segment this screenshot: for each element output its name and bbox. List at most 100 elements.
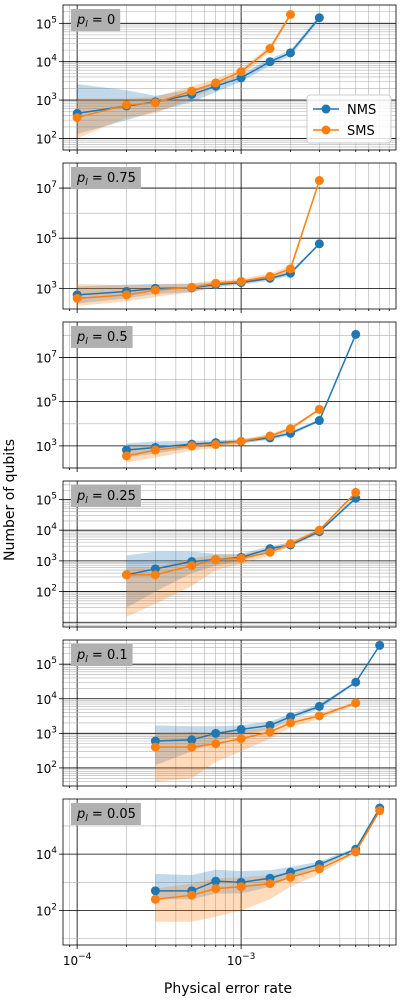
data-point-nms [265,57,275,67]
y-tick-label: 105 [36,656,57,672]
annotation-box [71,326,133,348]
annotation-box [71,167,141,189]
annotation-text: pl = 0.5 [76,330,128,347]
y-tick-label: 103 [36,92,57,108]
data-point-sms [150,285,160,295]
data-point-nms [351,677,361,687]
data-point-sms [211,278,221,288]
data-point-nms [314,239,324,249]
data-point-sms [211,440,221,450]
legend: NMS SMS [306,94,392,144]
data-point-sms [211,884,221,894]
y-tick-label: 105 [36,230,57,246]
legend-label: NMS [347,103,376,118]
confidence-band-nms [126,333,356,458]
plot-series [121,329,361,463]
confidence-band-nms [126,497,356,608]
panel-annotation: pl = 0.75 [71,167,141,189]
data-point-sms [150,445,160,455]
legend-label: SMS [347,124,375,139]
confidence-band-nms [77,242,320,304]
data-point-nms [375,640,385,650]
chart-panel: 102 104 10−4 10−3 pl = 0.05 [36,798,397,968]
data-point-sms [314,176,324,186]
data-point-sms [236,276,246,286]
data-point-sms [187,742,197,752]
axes-frame [62,480,397,628]
annotation-text: pl = 0.05 [76,807,136,824]
grid [63,481,396,627]
data-point-nms [187,735,197,745]
axes-frame [62,639,397,787]
data-point-sms [72,293,82,303]
panel-annotation: pl = 0.25 [71,485,141,507]
annotation-text: pl = 0.25 [76,489,136,506]
data-point-nms [236,73,246,83]
data-point-sms [211,78,221,88]
chart-panel: 103 105 107 pl = 0.75 [36,162,397,313]
plot-series [72,9,324,139]
data-point-sms [236,553,246,563]
data-point-sms [351,698,361,708]
data-point-sms [351,847,361,857]
data-point-sms [285,9,295,19]
data-point-sms [211,739,221,749]
y-tick-label: 105 [36,15,57,31]
data-point-sms [121,100,131,110]
chart-panel: 102 103 104 105 pl = 0 [36,4,397,154]
data-point-nms [314,701,324,711]
panel-annotation: pl = 0.1 [71,644,133,666]
data-point-sms [265,547,275,557]
x-tick-label: 10−4 [63,952,92,968]
data-point-sms [187,86,197,96]
plot-series [121,487,361,617]
data-point-sms [150,570,160,580]
data-point-sms [314,864,324,874]
data-point-sms [285,539,295,549]
y-tick-label: 103 [36,725,57,741]
data-point-sms [375,806,385,816]
plot-series [150,803,385,922]
y-tick-label: 102 [36,130,57,146]
chart-panel: 102 103 104 105 pl = 0.25 [36,480,397,631]
y-tick-label: 104 [36,691,57,707]
data-point-nms [265,720,275,730]
data-point-sms [285,872,295,882]
y-tick-label: 102 [36,903,57,919]
y-tick-label: 107 [36,349,57,365]
grid [63,163,396,309]
panel-annotation: pl = 0 [71,9,121,31]
data-point-sms [236,436,246,446]
data-point-sms [314,711,324,721]
data-point-sms [187,441,197,451]
data-point-sms [187,282,197,292]
panel-annotation: pl = 0.05 [71,803,141,825]
data-point-nms [351,329,361,339]
data-point-sms [150,894,160,904]
data-point-sms [121,451,131,461]
data-point-sms [72,113,82,123]
data-point-nms [314,13,324,23]
annotation-box [71,803,141,825]
data-point-sms [121,570,131,580]
axes-frame [62,798,397,946]
confidence-band-sms [155,701,356,782]
data-point-sms [150,742,160,752]
confidence-band-nms [155,807,380,900]
y-axis-label: Number of qubits [2,439,18,561]
y-tick-label: 107 [36,180,57,196]
x-axis-label: Physical error rate [164,981,292,997]
data-point-sms [187,890,197,900]
data-point-sms [236,882,246,892]
data-point-sms [285,718,295,728]
data-point-sms [265,271,275,281]
data-point-sms [236,734,246,744]
data-point-sms [236,67,246,77]
chart-panel: 102 103 104 105 pl = 0.1 [36,639,397,790]
y-tick-label: 104 [36,522,57,538]
annotation-text: pl = 0 [76,13,115,30]
legend-marker-nms [321,104,331,114]
y-tick-label: 102 [36,584,57,600]
data-point-sms [150,98,160,108]
